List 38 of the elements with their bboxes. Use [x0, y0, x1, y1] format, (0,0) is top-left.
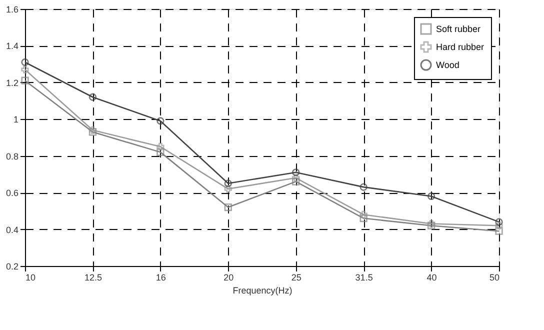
x-tick-label: 40 — [426, 272, 437, 282]
point — [224, 180, 232, 188]
point — [292, 174, 300, 182]
point — [360, 214, 368, 222]
point — [156, 117, 164, 125]
point — [360, 183, 368, 191]
y-tick-label: 1.6 — [6, 4, 18, 14]
point — [224, 185, 232, 193]
x-tick-label: 50 — [489, 272, 500, 282]
point — [21, 76, 29, 84]
x-axis-title: Frequency(Hz) — [232, 286, 292, 296]
point — [21, 66, 29, 74]
y-tick-label: 0.2 — [6, 262, 18, 272]
y-tick-label: 1.4 — [6, 41, 18, 52]
point — [427, 192, 436, 200]
y-tick-label: 1 — [13, 114, 18, 125]
x-tick-label: 20 — [224, 272, 234, 282]
legend-label: Hard rubber — [436, 42, 484, 52]
x-tick-label: 16 — [156, 272, 166, 282]
y-tick-label: 0.8 — [6, 151, 18, 162]
x-tick-label: 10 — [26, 272, 36, 282]
y-tick-label: 0.6 — [6, 188, 18, 198]
point — [156, 142, 164, 150]
point — [360, 210, 368, 218]
y-tick-label: 0.4 — [6, 224, 18, 235]
x-tick-label: 31.5 — [355, 272, 373, 282]
point — [495, 227, 503, 235]
legend-label: Soft rubber — [436, 24, 481, 34]
x-tick-label: 12.5 — [84, 272, 102, 282]
y-tick-label: 1.2 — [6, 78, 18, 88]
point — [292, 178, 300, 186]
point — [495, 222, 503, 230]
point — [88, 93, 97, 101]
point — [292, 168, 300, 176]
x-tick-label: 25 — [291, 272, 302, 282]
point — [224, 203, 232, 212]
point — [156, 148, 164, 156]
legend-label: Wood — [436, 60, 460, 70]
